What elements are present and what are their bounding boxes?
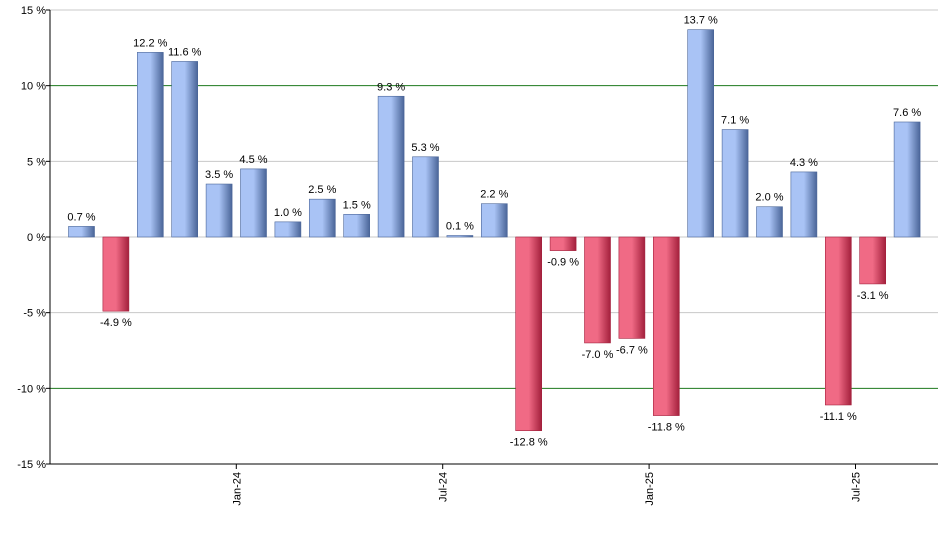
bar-value-label-6: 1.0 % bbox=[274, 207, 302, 219]
bar-17 bbox=[652, 236, 680, 416]
y-tick-label-0: 15 % bbox=[21, 5, 46, 17]
bar-10 bbox=[412, 156, 439, 238]
bar-9 bbox=[377, 95, 405, 238]
bar-1 bbox=[102, 236, 130, 312]
y-tick-label-5: -10 % bbox=[17, 383, 46, 395]
bar-0 bbox=[68, 226, 95, 238]
bar-4 bbox=[205, 183, 233, 238]
bar-value-label-4: 3.5 % bbox=[205, 169, 233, 181]
bar-value-label-21: 4.3 % bbox=[790, 157, 818, 169]
bar-2 bbox=[137, 52, 164, 238]
bar-value-label-15: -7.0 % bbox=[582, 349, 614, 361]
bar-value-label-22: -11.1 % bbox=[820, 411, 857, 423]
y-tick-label-4: -5 % bbox=[23, 308, 46, 320]
y-tick-label-3: 0 % bbox=[27, 232, 46, 244]
x-tick-label-1: Jul-24 bbox=[438, 472, 450, 502]
bar-value-label-13: -12.8 % bbox=[510, 437, 548, 449]
x-tick-label-0: Jan-24 bbox=[231, 472, 243, 506]
bar-21 bbox=[790, 171, 818, 238]
bar-value-label-16: -6.7 % bbox=[616, 344, 648, 356]
bar-3 bbox=[171, 61, 198, 238]
value-labels: 0.7 % -4.9 % 12.2 %11.6 % 3.5 % 4.5 % 1.0 % 2.… bbox=[67, 15, 921, 449]
x-tick-label-3: Jul-25 bbox=[851, 472, 863, 502]
grid-lines bbox=[50, 9, 938, 389]
bar-value-label-18: 13.7 % bbox=[684, 15, 718, 27]
bar-12 bbox=[480, 203, 508, 238]
bar-value-label-1: -4.9 % bbox=[100, 317, 132, 329]
y-tick-label-1: 10 % bbox=[21, 81, 46, 93]
axes: 15 % 10 % 5 % 0 % -5 % -10 % -15 % Jan-24 Jul-24… bbox=[17, 5, 938, 506]
y-tick-label-2: 5 % bbox=[27, 156, 46, 168]
bar-value-label-3: 11.6 % bbox=[168, 46, 202, 58]
y-tick-label-6: -15 % bbox=[17, 459, 46, 471]
bar-value-label-19: 7.1 % bbox=[721, 115, 749, 127]
bar-value-label-14: -0.9 % bbox=[547, 257, 579, 269]
bar-value-label-9: 9.3 % bbox=[377, 81, 405, 93]
bar-value-label-20: 2.0 % bbox=[755, 192, 783, 204]
bar-23 bbox=[859, 236, 887, 285]
bar-value-label-5: 4.5 % bbox=[239, 154, 267, 166]
bar-24 bbox=[893, 121, 921, 238]
bar-22 bbox=[824, 236, 852, 406]
bar-15 bbox=[584, 236, 611, 344]
bar-20 bbox=[756, 206, 783, 238]
bar-6 bbox=[274, 221, 302, 238]
bar-value-label-17: -11.8 % bbox=[648, 422, 685, 434]
bar-value-label-12: 2.2 % bbox=[480, 189, 508, 201]
bar-8 bbox=[343, 214, 371, 238]
bar-5 bbox=[240, 168, 267, 238]
bar-value-label-10: 5.3 % bbox=[411, 142, 439, 154]
bar-value-label-11: 0.1 % bbox=[446, 220, 474, 232]
x-tick-label-2: Jan-25 bbox=[644, 472, 656, 506]
bar-value-label-23: -3.1 % bbox=[857, 290, 889, 302]
bar-value-label-8: 1.5 % bbox=[343, 199, 371, 211]
bar-value-label-0: 0.7 % bbox=[67, 211, 95, 223]
bar-13 bbox=[515, 236, 543, 432]
bar-19 bbox=[721, 129, 749, 238]
bars bbox=[68, 29, 921, 432]
bar-value-label-7: 2.5 % bbox=[308, 184, 336, 196]
bar-value-label-24: 7.6 % bbox=[893, 107, 921, 119]
bar-18 bbox=[687, 29, 715, 238]
bar-11 bbox=[446, 235, 474, 238]
bar-value-label-2: 12.2 % bbox=[133, 37, 167, 49]
bar-16 bbox=[618, 236, 646, 339]
bar-7 bbox=[308, 198, 336, 238]
bar-14 bbox=[549, 236, 577, 251]
